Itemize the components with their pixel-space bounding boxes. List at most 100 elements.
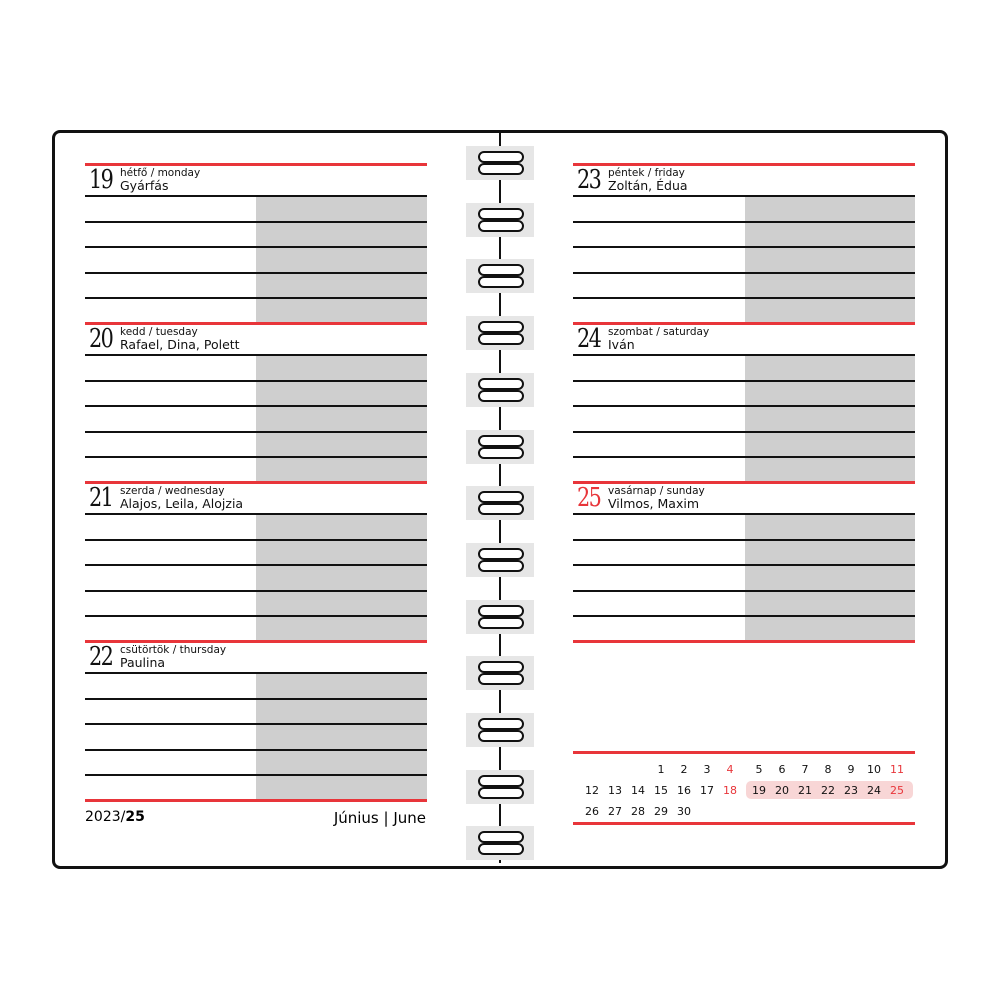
- spiral-ring-icon: [466, 316, 534, 351]
- spiral-ring-icon: [466, 202, 534, 237]
- calendar-top-rule: [573, 751, 915, 754]
- ring-loop: [478, 333, 524, 346]
- ring-loop: [478, 616, 524, 629]
- day-rule: [85, 481, 427, 484]
- ring-loop: [478, 661, 524, 674]
- calendar-day: 13: [608, 784, 622, 797]
- spiral-ring-icon: [466, 259, 534, 294]
- ring-loop: [478, 786, 524, 799]
- writing-line: [573, 405, 915, 407]
- notes-shade: [256, 354, 427, 481]
- nameday-label: Iván: [608, 337, 635, 352]
- writing-line: [573, 564, 915, 566]
- ring-loop: [478, 503, 524, 516]
- writing-line: [85, 297, 427, 299]
- ring-loop: [478, 446, 524, 459]
- day-rule: [573, 322, 915, 325]
- writing-line: [573, 456, 915, 458]
- notes-shade: [745, 513, 915, 640]
- calendar-day: 7: [801, 763, 809, 776]
- ring-loop: [478, 774, 524, 787]
- footer-year: 2023/: [85, 809, 126, 825]
- day-block: 20 kedd / tuesday Rafael, Dina, Polett: [85, 322, 427, 481]
- day-rule: [85, 322, 427, 325]
- day-number: 20: [89, 324, 114, 354]
- day-number: 25: [577, 483, 602, 513]
- calendar-day: 16: [677, 784, 691, 797]
- weekday-label: szerda / wednesday: [120, 485, 225, 497]
- writing-line: [85, 195, 427, 197]
- calendar-day: 26: [585, 805, 599, 818]
- calendar-day: 20: [775, 784, 789, 797]
- calendar-day: 18: [723, 784, 737, 797]
- day-rule: [573, 481, 915, 484]
- spiral-ring-icon: [466, 769, 534, 804]
- writing-line: [85, 220, 427, 223]
- ring-loop: [478, 219, 524, 232]
- nameday-label: Rafael, Dina, Polett: [120, 337, 240, 352]
- calendar-day: 8: [824, 763, 832, 776]
- day-block: 25 vasárnap / sunday Vilmos, Maxim: [573, 481, 915, 640]
- nameday-label: Zoltán, Édua: [608, 178, 688, 193]
- writing-line: [85, 354, 427, 356]
- ring-loop: [478, 434, 524, 447]
- ring-loop: [478, 389, 524, 402]
- day-number: 21: [89, 483, 114, 513]
- calendar-day: 9: [847, 763, 855, 776]
- calendar-day: 22: [821, 784, 835, 797]
- calendar-day: 19: [752, 784, 766, 797]
- nameday-label: Gyárfás: [120, 178, 169, 193]
- day-block: 21 szerda / wednesday Alajos, Leila, Alojz…: [85, 481, 427, 640]
- writing-line: [85, 513, 427, 515]
- nameday-label: Alajos, Leila, Alojzia: [120, 496, 244, 511]
- spiral-ring-icon: [466, 599, 534, 634]
- writing-line: [85, 564, 427, 566]
- writing-line: [573, 195, 915, 197]
- day-block: 19 hétfő / monday Gyárfás: [85, 163, 427, 322]
- calendar-day: 28: [631, 805, 645, 818]
- spiral-ring-icon: [466, 146, 534, 180]
- writing-line: [573, 615, 915, 617]
- day-block: 22 csütörtök / thursday Paulina: [85, 640, 427, 799]
- day-rule: [573, 163, 915, 166]
- weekday-label: kedd / tuesday: [120, 326, 198, 338]
- weekday-label: péntek / friday: [608, 167, 685, 179]
- writing-line: [573, 220, 915, 223]
- ring-loop: [478, 207, 524, 220]
- calendar-day: 15: [654, 784, 668, 797]
- nameday-label: Paulina: [120, 655, 166, 670]
- day-block: 23 péntek / friday Zoltán, Édua: [573, 163, 915, 322]
- ring-loop: [478, 264, 524, 277]
- writing-line: [85, 615, 427, 617]
- notes-shade: [745, 354, 915, 481]
- writing-line: [85, 672, 427, 674]
- ring-loop: [478, 730, 524, 742]
- calendar-day: 10: [867, 763, 881, 776]
- day-rule: [573, 640, 915, 643]
- footer-week: 25: [125, 809, 145, 825]
- calendar-day: 1: [657, 763, 665, 776]
- footer-month: Június | June: [333, 809, 426, 827]
- spiral-ring-icon: [466, 486, 534, 521]
- weekday-label: hétfő / monday: [120, 167, 201, 179]
- writing-line: [573, 513, 915, 515]
- writing-line: [573, 589, 915, 592]
- day-number: 24: [577, 324, 602, 354]
- calendar-day: 17: [700, 784, 714, 797]
- ring-loop: [478, 718, 524, 730]
- notes-shade: [256, 195, 427, 322]
- writing-line: [85, 405, 427, 407]
- calendar-day: 5: [755, 763, 763, 776]
- writing-line: [573, 246, 915, 248]
- writing-line: [573, 379, 915, 382]
- spiral-ring-icon: [466, 713, 534, 747]
- weekday-label: szombat / saturday: [608, 326, 710, 338]
- writing-line: [85, 538, 427, 541]
- ring-loop: [478, 276, 524, 289]
- ring-loop: [478, 163, 524, 175]
- ring-loop: [478, 377, 524, 390]
- notes-shade: [256, 513, 427, 640]
- writing-line: [85, 748, 427, 751]
- nameday-label: Vilmos, Maxim: [608, 496, 699, 511]
- footer-year-week: 2023/25: [85, 809, 145, 825]
